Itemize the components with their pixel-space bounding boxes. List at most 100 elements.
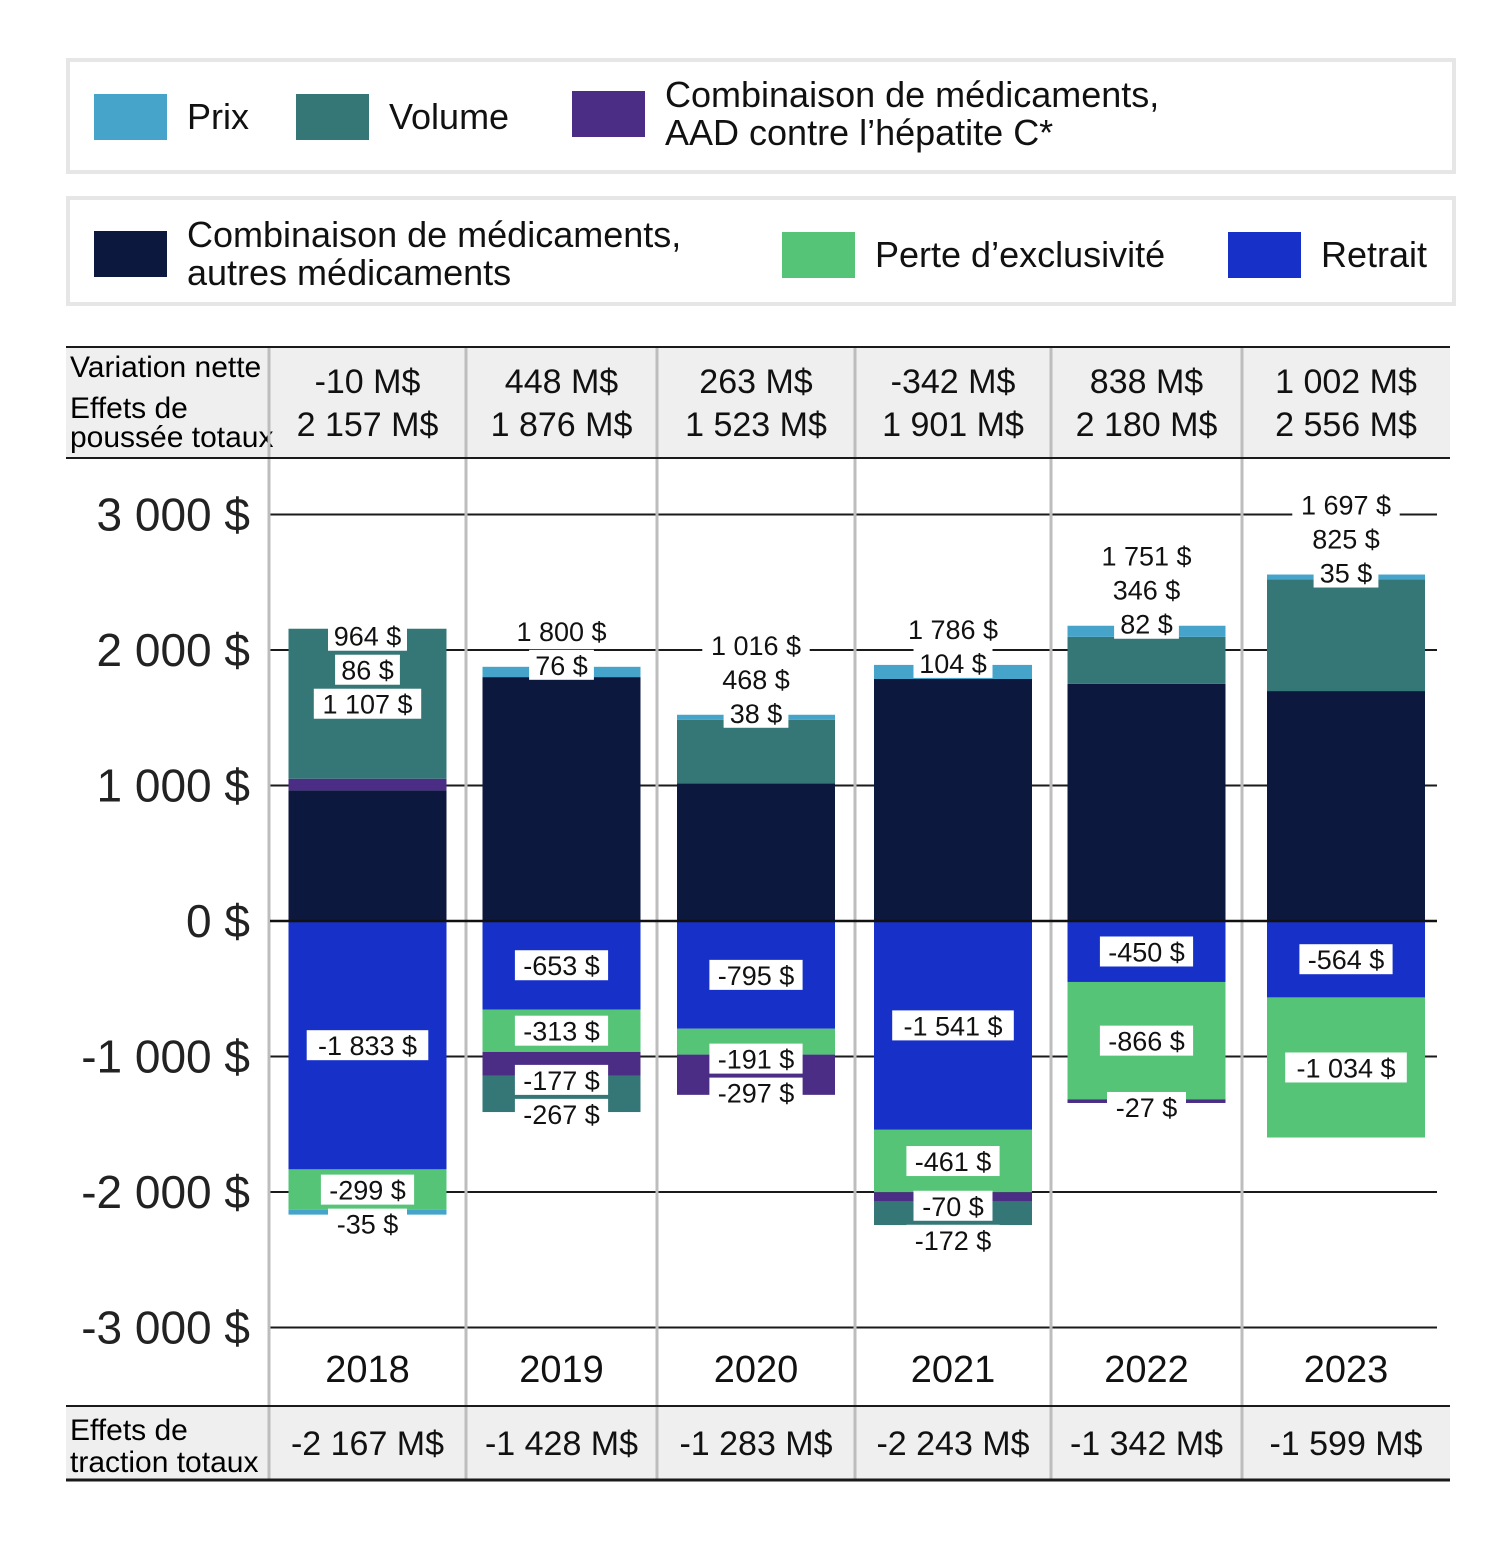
data-label-box bbox=[320, 1174, 415, 1205]
bar-autres-2019 bbox=[482, 677, 641, 921]
data-label-box bbox=[514, 1064, 609, 1095]
data-label-box bbox=[514, 950, 609, 981]
data-label-exclusivite-2018: -299 $ bbox=[320, 1174, 415, 1206]
data-label-box bbox=[514, 1098, 609, 1129]
data-label-aad_neg-2020: -297 $ bbox=[709, 1077, 803, 1109]
pull-total-2023: -1 599 M$ bbox=[1269, 1425, 1422, 1463]
pull-total-2020: -1 283 M$ bbox=[679, 1425, 832, 1463]
legend-label-aad: Combinaison de médicaments, AAD contre l… bbox=[665, 74, 1160, 153]
y-axis: 3 000 $ 2 000 $ 1 000 $ 0 $ -1 000 $ -2 000 $… bbox=[81, 489, 250, 1354]
data-label-prix-2019: 76 $ bbox=[529, 649, 594, 681]
data-label-text: 35 $ bbox=[1320, 559, 1373, 589]
data-label-exclusivite-2020: -191 $ bbox=[709, 1043, 803, 1075]
y-tick-label: -2 000 $ bbox=[81, 1166, 250, 1218]
data-label-box bbox=[335, 654, 400, 685]
data-label-text: -297 $ bbox=[718, 1079, 795, 1109]
push-total-2021: 1 901 M$ bbox=[882, 406, 1024, 444]
data-label-text: -70 $ bbox=[922, 1192, 984, 1222]
pull-total-2022: -1 342 M$ bbox=[1070, 1425, 1223, 1463]
top-header-push-2: poussée totaux bbox=[70, 421, 273, 454]
data-label-text: 82 $ bbox=[1120, 610, 1173, 640]
data-label-box bbox=[1099, 1025, 1194, 1056]
legend-item-retrait: Retrait bbox=[1228, 232, 1427, 278]
data-label-box bbox=[328, 620, 407, 651]
data-label-prix-2020: 38 $ bbox=[723, 697, 789, 729]
data-label-text: -795 $ bbox=[718, 961, 795, 991]
bars bbox=[288, 574, 1425, 1226]
legend-item-aad: Combinaison de médicaments, AAD contre l… bbox=[572, 76, 1159, 152]
data-label-text: -27 $ bbox=[1116, 1093, 1178, 1123]
data-label-text: 1 697 $ bbox=[1301, 491, 1391, 521]
table-rules bbox=[66, 346, 1450, 1482]
data-label-prix-2022: 82 $ bbox=[1114, 608, 1179, 640]
data-label-retrait-2021: -1 541 $ bbox=[892, 1010, 1014, 1041]
data-label-exclusivite-2019: -313 $ bbox=[514, 1015, 609, 1047]
data-label-text: -564 $ bbox=[1308, 945, 1385, 975]
net-change-2022: 838 M$ bbox=[1090, 363, 1203, 401]
data-label-aad_neg-2021: -70 $ bbox=[913, 1190, 993, 1222]
bar-autres-2018 bbox=[288, 790, 447, 921]
data-label-text: -1 833 $ bbox=[318, 1031, 417, 1061]
bar-autres-2021 bbox=[874, 678, 1032, 921]
legend-swatch-aad bbox=[572, 91, 645, 137]
data-label-text: -1 034 $ bbox=[1296, 1053, 1395, 1083]
data-label-box bbox=[899, 613, 1007, 644]
x-axis: 2018 2019 2020 2021 2022 2023 bbox=[325, 1349, 1388, 1391]
bottom-table-bg bbox=[66, 1406, 1450, 1480]
data-label-text: 76 $ bbox=[535, 651, 588, 681]
data-label-text: 825 $ bbox=[1312, 525, 1380, 555]
net-change-2021: -342 M$ bbox=[891, 363, 1016, 401]
push-total-2018: 2 157 M$ bbox=[297, 406, 439, 444]
data-label-box bbox=[709, 959, 803, 990]
column-dividers bbox=[267, 347, 1244, 1480]
net-change-2018: -10 M$ bbox=[315, 363, 421, 401]
top-summary-table: Variation nette Effets de poussée totaux bbox=[66, 347, 1450, 458]
bar-aad-2018 bbox=[288, 778, 447, 791]
data-label-volume-2020: 468 $ bbox=[716, 663, 796, 695]
pull-total-2021: -2 243 M$ bbox=[876, 1425, 1029, 1463]
data-label-text: 964 $ bbox=[334, 622, 402, 652]
y-tick-label: 0 $ bbox=[186, 895, 250, 947]
top-header-push-1: Effets de bbox=[70, 392, 188, 425]
data-label-aad_neg-2019: -177 $ bbox=[514, 1064, 609, 1096]
data-label-volume-2018: 1 107 $ bbox=[313, 688, 422, 720]
data-label-text: 104 $ bbox=[919, 649, 987, 679]
x-tick-label-2018: 2018 bbox=[325, 1349, 410, 1391]
net-change-2020: 263 M$ bbox=[699, 363, 812, 401]
legend-item-exclusivite: Perte d’exclusivité bbox=[782, 232, 1165, 278]
data-label-box bbox=[1299, 944, 1393, 975]
data-label-box bbox=[1092, 540, 1201, 571]
data-label-text: 1 751 $ bbox=[1101, 542, 1191, 572]
data-label-text: -450 $ bbox=[1108, 937, 1185, 967]
data-label-box bbox=[702, 629, 810, 660]
legend-label-volume: Volume bbox=[389, 96, 510, 137]
data-labels: 964 $ 86 $ 1 107 $ -1 833 $ -299 $ -35 $ 1 800… bbox=[306, 489, 1407, 1256]
bar-volume-2022 bbox=[1067, 636, 1226, 684]
x-tick-label-2022: 2022 bbox=[1104, 1349, 1189, 1391]
bar-volume-2020 bbox=[677, 719, 835, 784]
x-tick-label-2020: 2020 bbox=[714, 1349, 799, 1391]
data-label-text: -461 $ bbox=[915, 1147, 992, 1177]
y-tick-label: -3 000 $ bbox=[81, 1302, 250, 1354]
net-change-2023: 1 002 M$ bbox=[1275, 363, 1417, 401]
data-label-exclusivite-2023: -1 034 $ bbox=[1285, 1052, 1407, 1083]
data-label-text: -299 $ bbox=[329, 1176, 406, 1206]
data-label-retrait-2020: -795 $ bbox=[709, 959, 803, 991]
legend-swatch-prix bbox=[94, 94, 167, 140]
pull-total-2018: -2 167 M$ bbox=[291, 1425, 444, 1463]
data-label-retrait-2019: -653 $ bbox=[514, 950, 609, 981]
data-label-autres-2023: 1 697 $ bbox=[1292, 489, 1400, 521]
legend-item-volume: Volume bbox=[296, 94, 509, 140]
data-label-box bbox=[906, 1224, 1000, 1255]
bar-volume-2023 bbox=[1267, 579, 1425, 692]
bar-autres-2020 bbox=[677, 783, 835, 921]
data-label-text: 86 $ bbox=[341, 656, 394, 686]
data-label-retrait-2022: -450 $ bbox=[1099, 936, 1194, 967]
data-label-prix_neg-2018: -35 $ bbox=[328, 1208, 407, 1240]
push-total-2020: 1 523 M$ bbox=[685, 406, 827, 444]
top-table-bg bbox=[66, 347, 1450, 458]
data-label-aad_neg-2022: -27 $ bbox=[1107, 1091, 1186, 1123]
data-label-box bbox=[723, 697, 789, 728]
data-label-box bbox=[328, 1208, 407, 1239]
data-label-box bbox=[716, 663, 796, 694]
